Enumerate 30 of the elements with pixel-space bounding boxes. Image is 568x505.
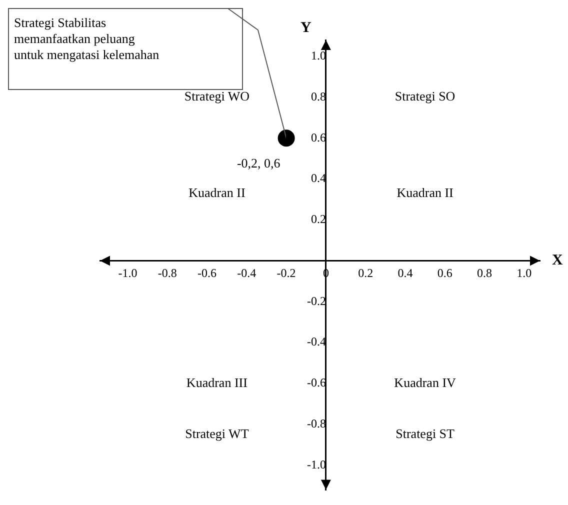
x-tick-label: 1.0 xyxy=(516,266,532,280)
x-tick-label: -0.2 xyxy=(276,266,296,280)
y-axis-title: Y xyxy=(300,20,312,36)
annotation: Strategi ST xyxy=(396,426,455,442)
annotation: Kuadran II xyxy=(396,184,454,200)
annotation: Kuadran III xyxy=(186,374,248,390)
x-axis-title: X xyxy=(552,252,563,269)
y-tick-label: -0.6 xyxy=(306,376,326,390)
y-tick-label: 0.6 xyxy=(310,130,326,144)
annotation: Kuadran II xyxy=(188,184,246,200)
y-tick-label: 0.4 xyxy=(310,171,326,186)
x-tick-label: -0.8 xyxy=(158,266,177,280)
x-tick-label: -0.6 xyxy=(198,266,217,280)
x-tick-label: -1.0 xyxy=(118,266,138,280)
x-tick-label: 0.6 xyxy=(437,266,452,280)
x-tick-label: 0.4 xyxy=(398,266,413,280)
annotation: Strategi WO xyxy=(184,88,250,104)
y-tick-label: 0.8 xyxy=(310,89,326,104)
y-tick-label: -0.4 xyxy=(306,334,326,349)
x-tick-label: 0.2 xyxy=(358,266,374,280)
data-label: -0,2, 0,6 xyxy=(236,156,281,171)
annotation: Strategi SO xyxy=(394,88,456,104)
x-tick-label: -0.4 xyxy=(237,266,256,280)
y-tick-label: 0.2 xyxy=(310,212,326,226)
x-tick-label: 0.8 xyxy=(477,266,492,280)
y-tick-label: -0.8 xyxy=(306,416,326,431)
annotation: Strategi Stabilitas memanfaatkan peluang untuk mengatasi kelemahan xyxy=(9,9,242,89)
y-tick-label: -0.2 xyxy=(306,294,326,308)
annotation: Kuadran IV xyxy=(394,374,457,390)
annotation: Strategi WT xyxy=(185,426,249,442)
